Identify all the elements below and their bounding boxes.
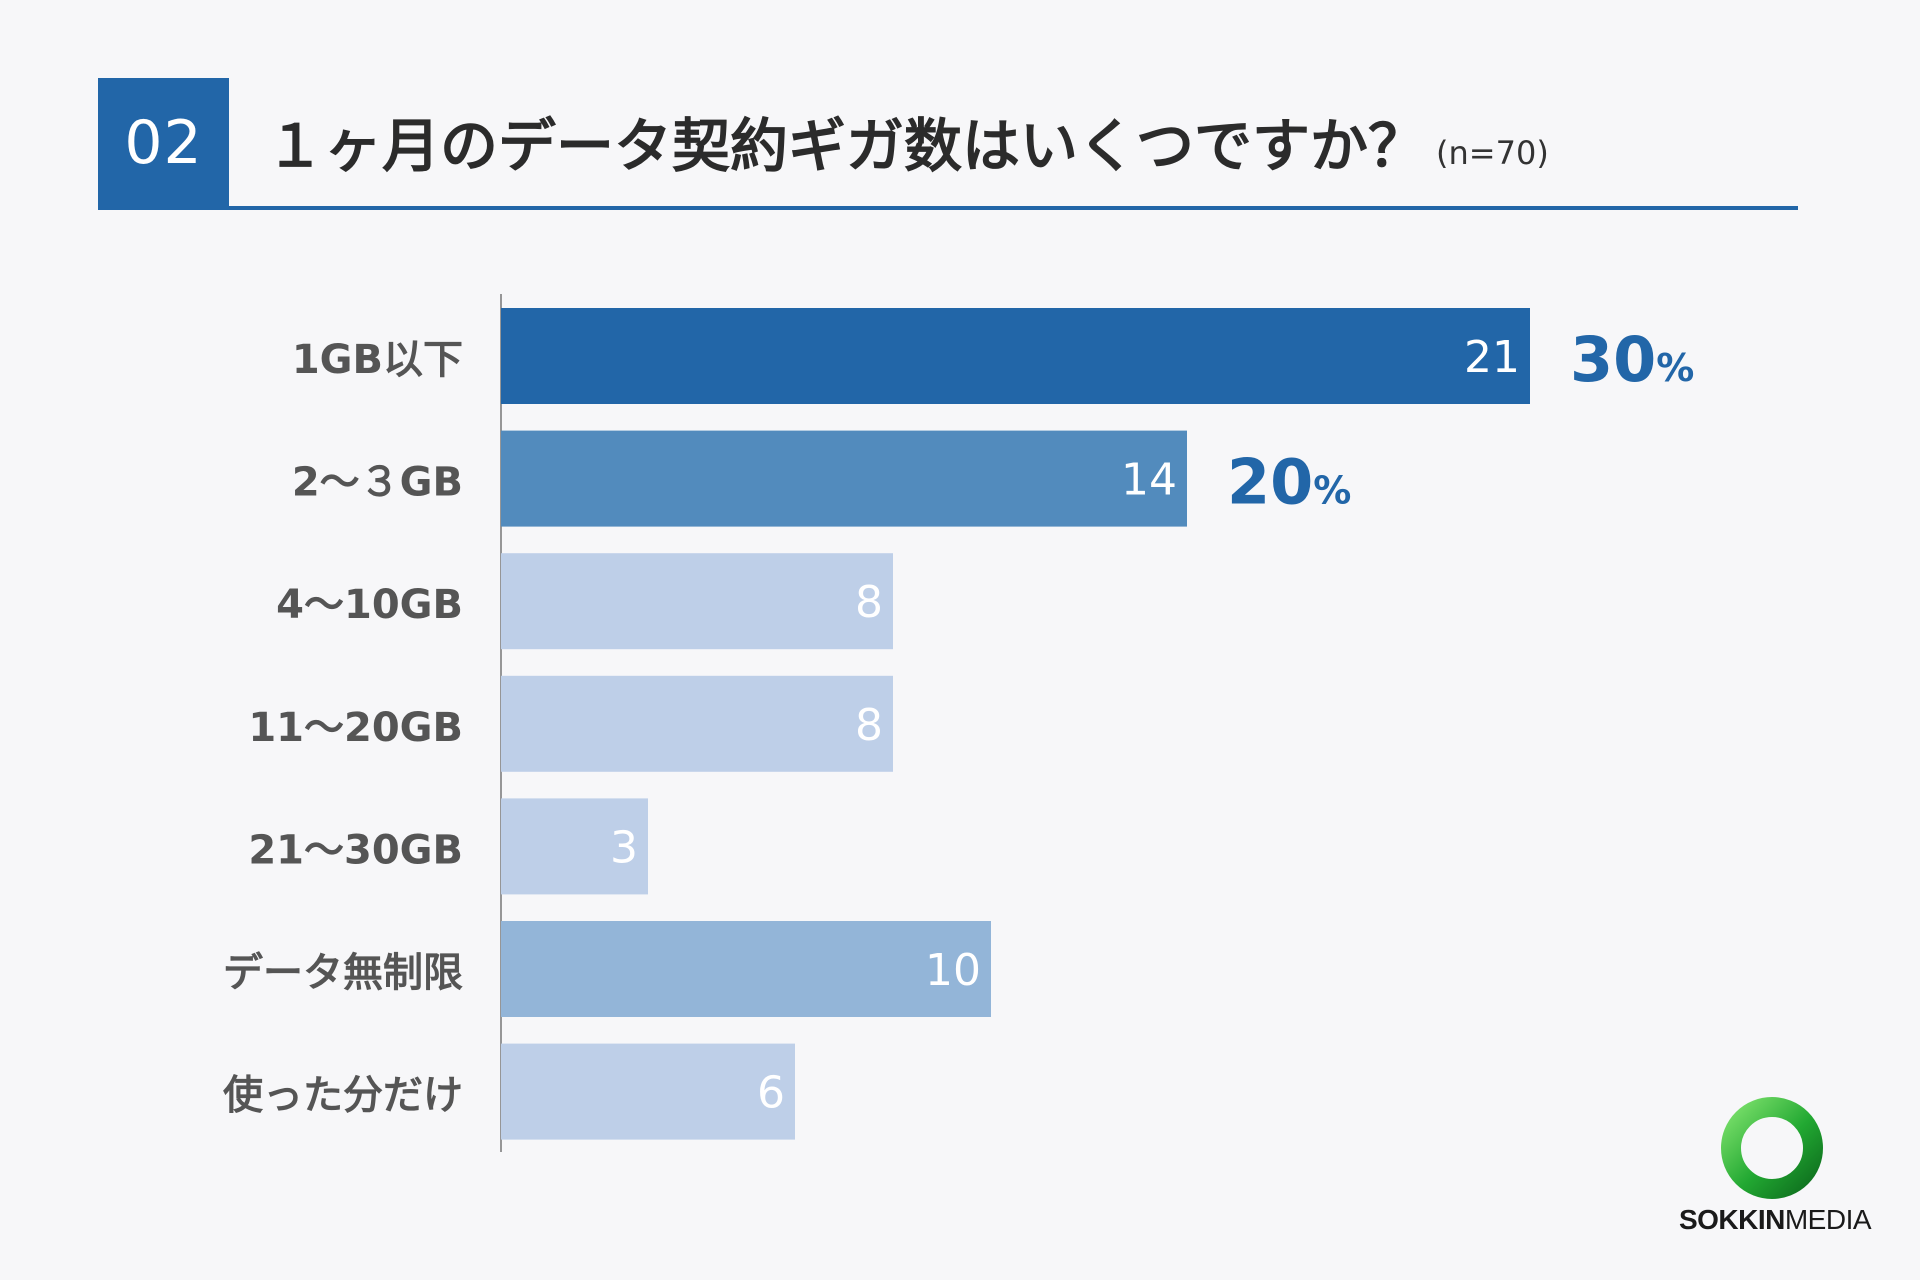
data-label: 8 — [855, 700, 883, 751]
question-number-badge: 02 — [98, 78, 229, 209]
data-label: 10 — [925, 945, 981, 996]
bar — [501, 1043, 795, 1140]
bar — [501, 553, 893, 650]
category-label: 2～３GB — [292, 460, 463, 506]
bar — [501, 675, 893, 772]
bar — [501, 921, 991, 1017]
category-label: データ無制限 — [223, 950, 463, 996]
sokkin-media-logo: SOKKINMEDIA — [1670, 1088, 1880, 1238]
category-label: 11～20GB — [248, 705, 463, 751]
category-label: 4～10GB — [276, 582, 463, 628]
percent-label: 20% — [1227, 446, 1351, 519]
ring-logo-icon — [1721, 1097, 1823, 1199]
category-label: 使った分だけ — [223, 1073, 463, 1119]
data-label: 21 — [1464, 332, 1520, 383]
bar — [501, 430, 1187, 527]
data-label: 8 — [855, 577, 883, 628]
data-label: 14 — [1121, 455, 1177, 506]
logo-wordmark: SOKKINMEDIA — [1678, 1204, 1872, 1235]
category-label: 21～30GB — [248, 827, 463, 873]
percent-label: 30% — [1570, 323, 1694, 396]
chart-title: １ヶ月のデータ契約ギガ数はいくつですか？ — [266, 112, 1427, 180]
sample-size: (n=70) — [1436, 134, 1549, 172]
data-label: 3 — [610, 822, 638, 873]
bar — [501, 798, 648, 895]
bar — [501, 308, 1530, 404]
category-label: 1GB以下 — [292, 337, 463, 383]
page-title: １ヶ月のデータ契約ギガ数はいくつですか？ (n=70) — [266, 106, 1549, 186]
data-label: 6 — [757, 1068, 785, 1119]
header-divider — [98, 206, 1798, 210]
